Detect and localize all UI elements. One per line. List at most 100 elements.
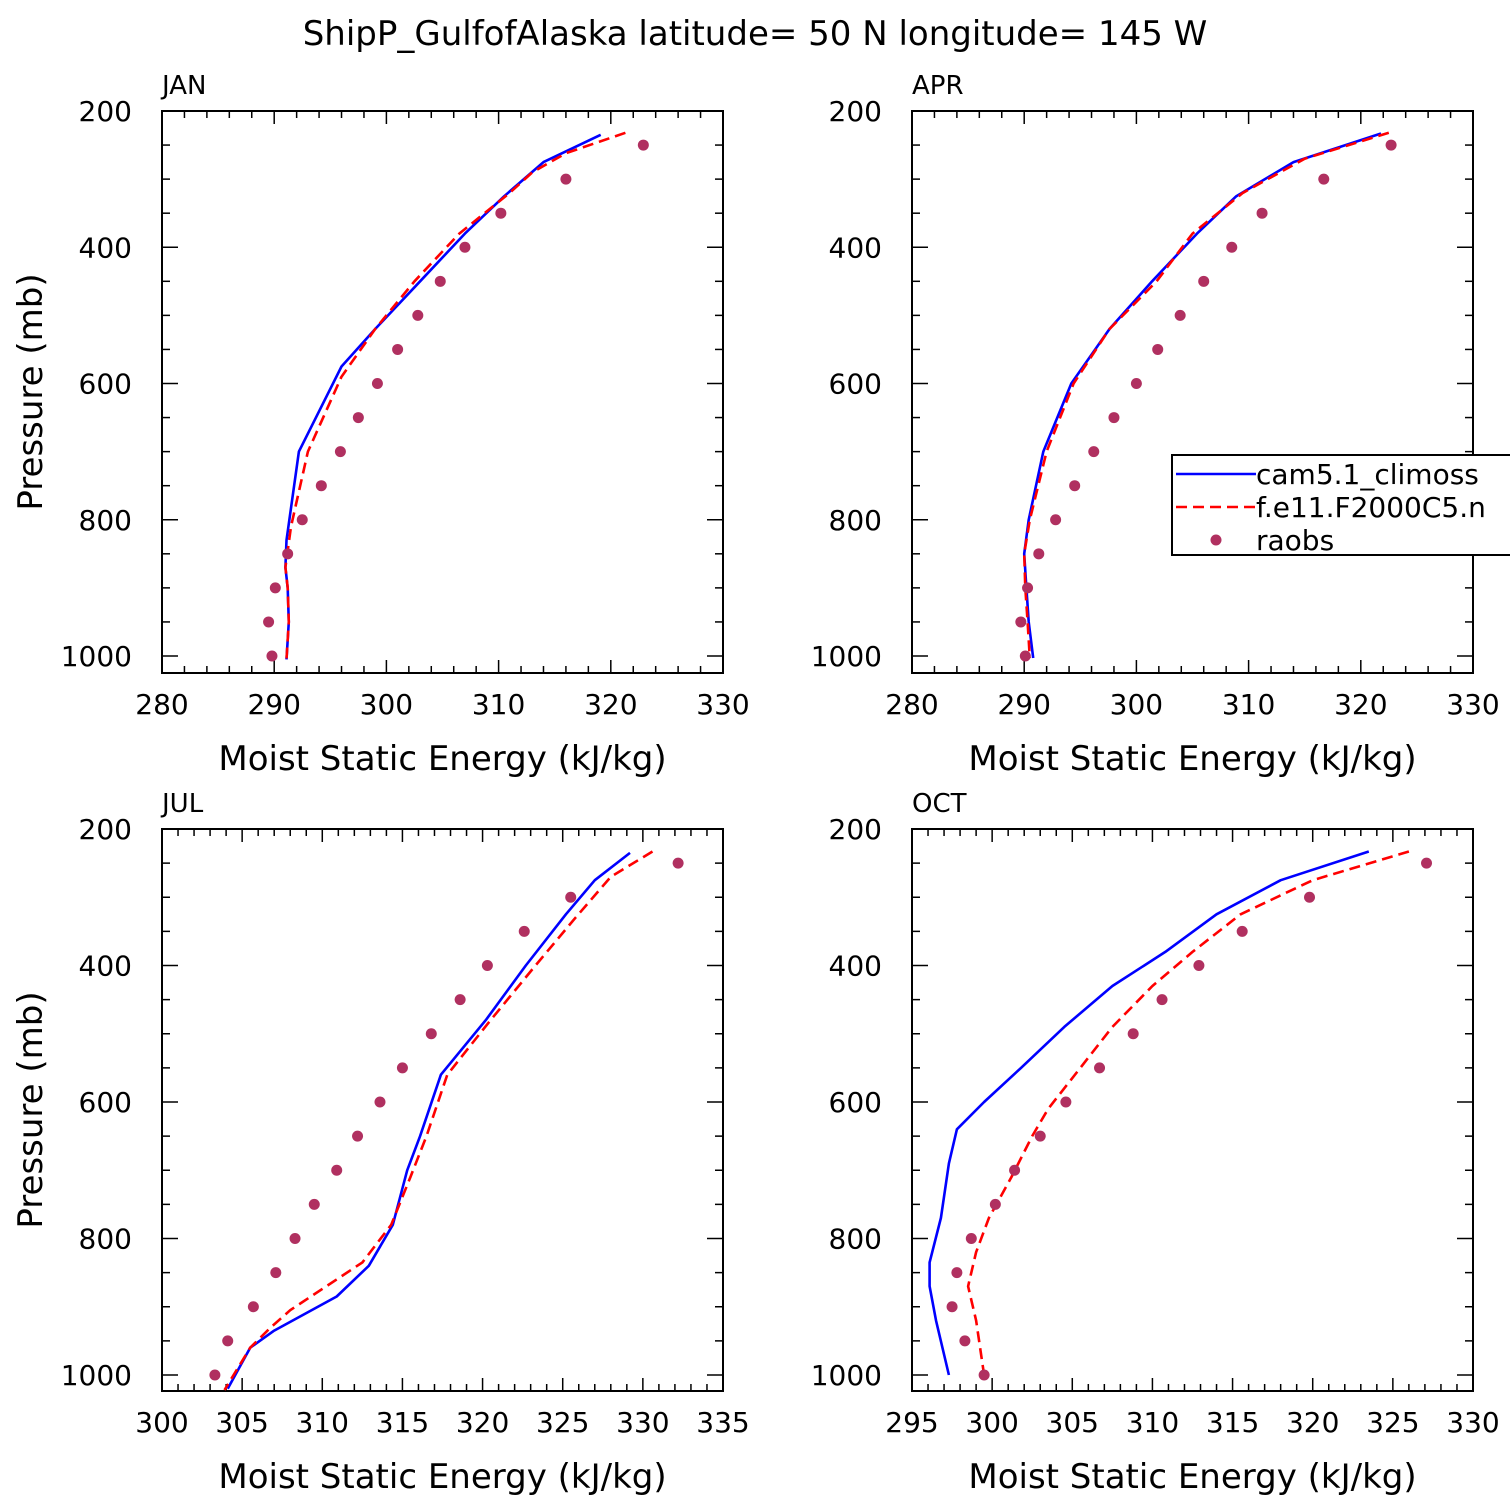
raobs-point [565, 891, 577, 903]
x-tick-label: 310 [1222, 688, 1275, 721]
raobs-point [1022, 582, 1034, 594]
x-tick-label: 320 [1286, 1406, 1339, 1439]
x-tick-label: 320 [584, 688, 637, 721]
raobs-point [518, 925, 530, 937]
raobs-point [334, 446, 346, 458]
raobs-point [1130, 378, 1142, 389]
raobs-point [1152, 343, 1164, 355]
raobs-point [352, 1130, 364, 1142]
raobs-point [951, 1267, 963, 1279]
raobs-point [371, 378, 383, 389]
raobs-point [481, 960, 493, 971]
legend-label: f.e11.F2000C5.n [1256, 491, 1486, 524]
raobs-point [412, 309, 424, 321]
raobs-point [425, 1028, 437, 1040]
x-tick-label: 310 [472, 688, 525, 721]
raobs-point [1304, 891, 1316, 903]
raobs-point [459, 241, 471, 253]
legend-dot-marker [1210, 534, 1222, 546]
raobs-point [1019, 650, 1031, 662]
x-axis-label: Moist Static Energy (kJ/kg) [218, 739, 666, 779]
raobs-point [331, 1164, 343, 1176]
series-line-f-e11 [1022, 131, 1390, 659]
raobs-point [1236, 925, 1248, 937]
x-tick-label: 300 [135, 1406, 188, 1439]
plot-frame [911, 110, 1474, 674]
y-axis-label: Pressure (mb) [11, 273, 51, 510]
x-tick-label: 315 [376, 1406, 429, 1439]
raobs-point [1050, 514, 1062, 526]
y-axis-label: Pressure (mb) [11, 991, 51, 1228]
raobs-point [396, 1062, 408, 1074]
x-tick-label: 300 [1110, 688, 1163, 721]
y-tick-label: 600 [829, 1086, 882, 1119]
x-tick-label: 330 [616, 1406, 669, 1439]
y-tick-label: 200 [79, 813, 132, 846]
panel-jan: JAN 280 290 300 310 320 330 200 400 600 800 1000 Moi… [11, 71, 750, 779]
legend-label: raobs [1256, 524, 1334, 557]
x-tick-label: 330 [1446, 688, 1499, 721]
x-tick-label: 315 [1206, 1406, 1259, 1439]
raobs-point [270, 1267, 282, 1279]
raobs-point [269, 582, 281, 594]
panel-label: JAN [160, 71, 206, 101]
x-axis-label: Moist Static Energy (kJ/kg) [968, 1457, 1416, 1497]
y-tick-label: 600 [79, 368, 132, 401]
raobs-point [247, 1301, 259, 1313]
x-tick-label: 320 [1334, 688, 1387, 721]
x-tick-label: 325 [1366, 1406, 1419, 1439]
raobs-point [495, 207, 507, 219]
y-tick-label: 400 [79, 231, 132, 264]
raobs-point [946, 1301, 958, 1313]
raobs-point [1198, 275, 1210, 287]
raobs-point [1034, 1130, 1046, 1142]
series-line-f-e11 [966, 850, 1410, 1376]
raobs-point [315, 480, 327, 492]
x-tick-label: 310 [296, 1406, 349, 1439]
x-tick-label: 325 [536, 1406, 589, 1439]
x-tick-label: 305 [215, 1406, 268, 1439]
raobs-point [1156, 994, 1168, 1006]
x-tick-label: 290 [247, 688, 300, 721]
raobs-point [266, 650, 278, 662]
x-tick-label: 290 [997, 688, 1050, 721]
raobs-point [308, 1198, 320, 1210]
panel-label: APR [912, 71, 964, 101]
raobs-point [209, 1369, 221, 1381]
raobs-point [1009, 1164, 1021, 1176]
panel-label: OCT [912, 789, 967, 819]
y-tick-label: 800 [829, 1223, 882, 1256]
x-tick-label: 310 [1126, 1406, 1179, 1439]
raobs-point [637, 139, 649, 151]
raobs-point [434, 275, 446, 287]
plot-frame [911, 828, 1474, 1392]
raobs-point [1069, 480, 1081, 492]
series-line-cam5 [1022, 132, 1382, 659]
raobs-point [454, 994, 466, 1006]
raobs-point [1174, 309, 1186, 321]
raobs-point [959, 1335, 971, 1347]
y-tick-label: 400 [79, 950, 132, 983]
y-tick-label: 600 [829, 368, 882, 401]
series-line-cam5 [928, 850, 1370, 1376]
raobs-point [263, 616, 275, 628]
plot-frame [161, 828, 724, 1392]
raobs-point [965, 1233, 977, 1244]
raobs-point [1127, 1028, 1139, 1040]
panels: JAN 280 290 300 310 320 330 200 400 600 800 1000 Moi… [11, 71, 1500, 1497]
y-tick-label: 400 [829, 950, 882, 983]
raobs-point [1094, 1062, 1106, 1074]
x-tick-label: 320 [456, 1406, 509, 1439]
series-line-cam5 [226, 851, 631, 1390]
raobs-point [289, 1233, 301, 1244]
x-tick-label: 335 [696, 1406, 749, 1439]
y-tick-label: 1000 [811, 1359, 882, 1392]
raobs-point [989, 1198, 1001, 1210]
raobs-point [978, 1369, 990, 1381]
y-tick-label: 800 [79, 504, 132, 537]
raobs-point [1318, 173, 1330, 185]
raobs-point [1060, 1096, 1072, 1108]
raobs-point [1088, 446, 1100, 458]
